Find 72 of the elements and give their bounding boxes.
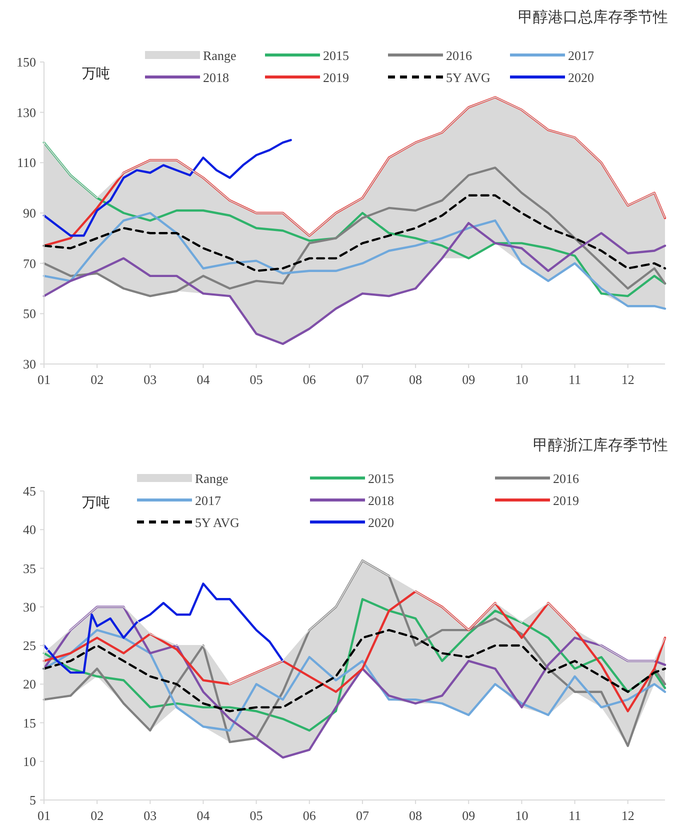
x-tick-label: 07 [356,808,370,823]
y-tick-label: 20 [23,676,36,692]
y-tick-label: 50 [23,306,36,322]
y-tick-label: 30 [23,599,36,614]
y-tick-label: 10 [23,754,36,769]
line-series [42,590,666,712]
legend-label: 2016 [446,48,472,63]
legend-label: 2020 [368,515,394,530]
y-tick-label: 35 [23,560,36,576]
x-tick-label: 03 [144,808,157,823]
legend-label: Range [203,48,236,63]
line-series [42,141,666,298]
x-tick-label: 06 [302,372,316,387]
y-axis-title: 万吨 [82,66,110,82]
legend-label: 2015 [368,471,394,486]
x-tick-label: 06 [302,808,316,823]
y-axis-title: 万吨 [82,495,110,511]
line-series [42,138,292,237]
y-tick-label: 40 [23,522,36,538]
y-tick-label: 25 [23,638,36,653]
line-series [42,598,666,732]
line-series [42,212,666,310]
legend-label: Range [195,471,228,486]
x-tick-label: 11 [568,372,582,387]
legend-label: 2020 [568,70,594,85]
line-series [42,96,666,247]
x-tick-label: 12 [621,808,634,823]
x-tick-label: 02 [90,808,104,823]
x-tick-label: 07 [356,372,370,387]
y-tick-label: 90 [23,206,36,220]
x-tick-label: 01 [38,808,50,823]
y-tick-label: 70 [23,256,36,271]
y-tick-label: 130 [16,104,36,120]
legend-label: 2019 [553,493,579,508]
y-tick-label: 15 [23,715,36,730]
x-tick-label: 08 [409,808,422,823]
x-tick-label: 03 [144,372,157,387]
chart-title: 甲醇浙江库存季节性 [533,437,668,454]
legend-label: 2017 [195,493,222,508]
legend-label: 2016 [553,471,580,486]
legend-label: 2018 [203,70,229,85]
y-tick-label: 150 [16,54,36,70]
line-series [42,606,666,759]
x-tick-label: 04 [196,808,210,823]
legend-label: 2015 [323,48,349,63]
legend-label: 2019 [323,70,349,85]
line-series [42,582,284,674]
legend-label: 2018 [368,493,394,508]
line-series [42,194,666,272]
x-tick-label: 05 [250,808,263,823]
x-tick-label: 10 [515,372,528,387]
y-tick-label: 110 [16,155,36,170]
line-series [42,166,666,298]
x-tick-label: 08 [409,372,422,387]
x-tick-label: 09 [462,372,476,387]
legend-label: 5Y AVG [195,515,240,530]
chart-title: 甲醇港口总库存季节性 [518,9,668,26]
x-tick-label: 10 [515,808,528,823]
legend-label: 5Y AVG [446,70,490,85]
y-tick-label: 30 [23,356,36,372]
x-tick-label: 02 [90,372,104,387]
line-series [42,222,666,345]
legend-label: 2017 [568,48,594,63]
y-tick-label: 5 [30,792,36,808]
x-tick-label: 09 [462,808,476,823]
x-tick-label: 01 [38,372,50,387]
x-tick-label: 05 [250,372,263,387]
x-tick-label: 12 [621,372,634,387]
x-tick-label: 04 [196,372,210,387]
line-series [42,628,666,712]
y-tick-label: 45 [23,484,36,498]
x-tick-label: 11 [568,808,582,823]
